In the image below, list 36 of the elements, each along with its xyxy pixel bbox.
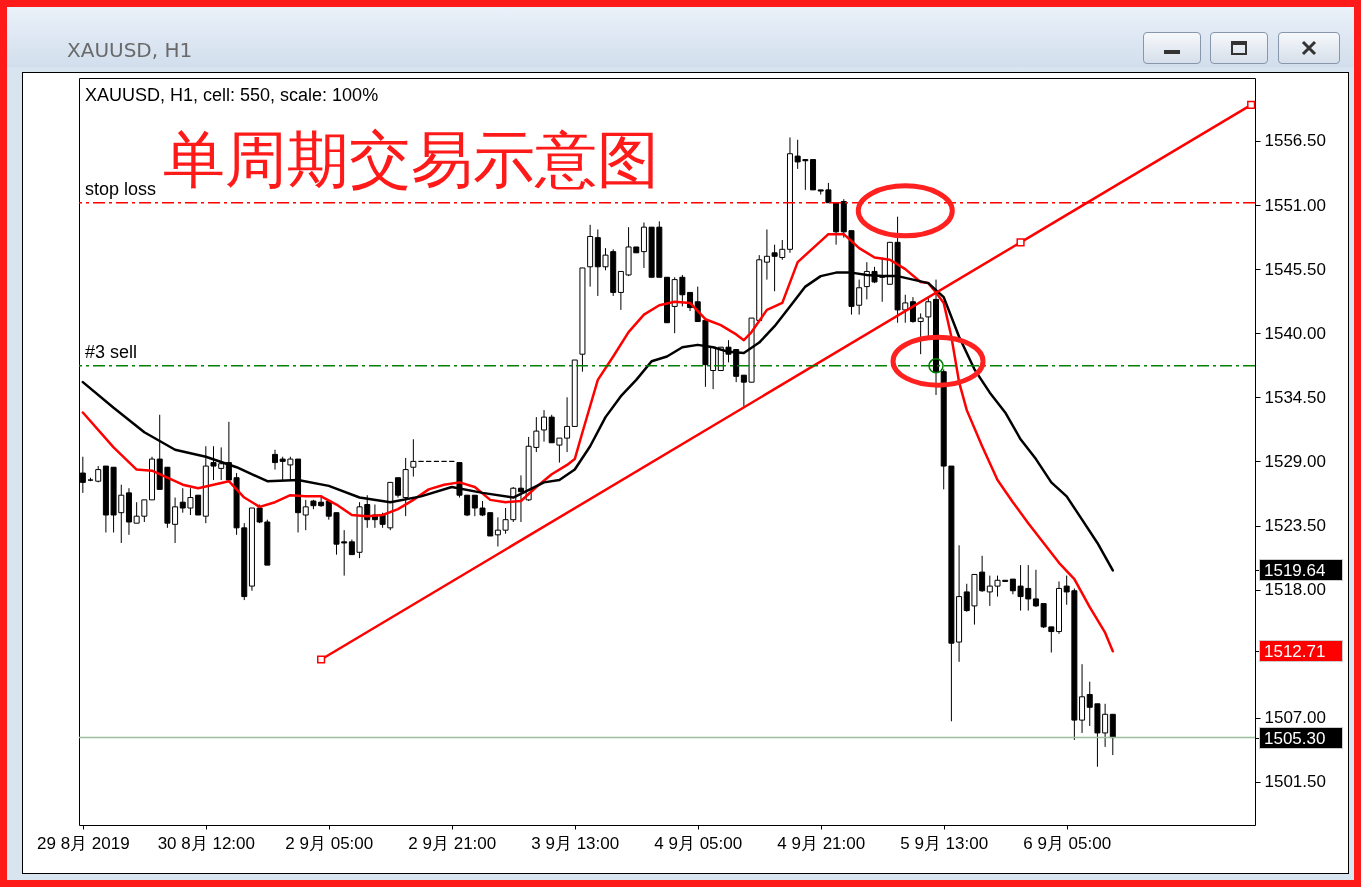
text: 单周期交易示意图 — [163, 123, 659, 196]
y-tick-label: 1534.50 — [1264, 387, 1326, 407]
x-tick-label: 30 8月 12:00 — [157, 833, 255, 853]
x-tick-label: 3 9月 13:00 — [531, 833, 620, 853]
y-tick-label: 1501.50 — [1264, 772, 1326, 792]
chart-subtitle: XAUUSD, H1, cell: 550, scale: 100% — [85, 85, 379, 106]
y-tick-label: 1545.50 — [1264, 259, 1326, 279]
y-tick-label: 1523.50 — [1264, 516, 1326, 535]
y-tick-label: 1540.00 — [1264, 323, 1326, 343]
candlestick — [541, 409, 548, 443]
point — [317, 655, 326, 664]
candlestick — [410, 438, 417, 478]
y-tick-label: 1551.00 — [1264, 195, 1326, 215]
x-tick-label: 2 9月 05:00 — [285, 833, 374, 853]
candlestick — [272, 449, 278, 471]
y-tick-label: 1519.64 — [1259, 559, 1343, 582]
x-tick-label: 2 9月 21:00 — [408, 833, 497, 853]
y-tick-label: 1505.30 — [1259, 726, 1343, 749]
candlestick — [394, 477, 401, 499]
x-tick-label: 5 9月 13:00 — [900, 833, 989, 853]
candlestick — [1109, 713, 1116, 756]
y-tick-label: 1518.00 — [1264, 580, 1326, 600]
y-tick-label: 1507.00 — [1264, 708, 1326, 728]
x-tick-label: 4 9月 05:00 — [654, 833, 743, 853]
y-tick-label: 1556.50 — [1264, 131, 1326, 151]
point — [1247, 100, 1255, 109]
y-tick-label: 1512.71 — [1259, 640, 1343, 663]
x-tick-label: 29 8月 2019 — [37, 833, 130, 853]
point — [1016, 238, 1025, 247]
x-tick-label: 6 9月 05:00 — [1023, 833, 1112, 853]
ref-line-label: #3 sell — [85, 341, 138, 362]
text: XAUUSD, H1 — [67, 38, 193, 62]
y-tick-label: 1529.00 — [1264, 451, 1326, 471]
ref-line-label: stop loss — [85, 178, 157, 199]
x-tick-label: 4 9月 21:00 — [777, 833, 866, 853]
candlestick — [302, 499, 309, 531]
